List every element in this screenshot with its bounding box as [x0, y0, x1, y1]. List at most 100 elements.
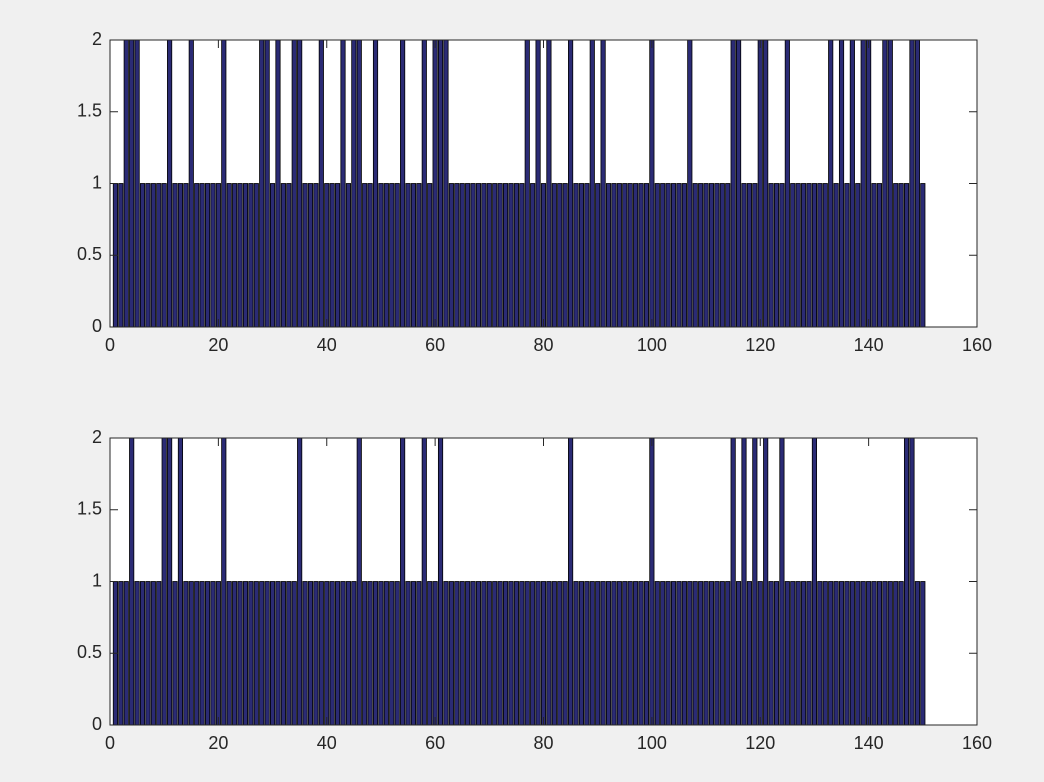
bar — [437, 437, 444, 726]
bar — [215, 183, 221, 328]
bar — [757, 39, 763, 328]
bar — [741, 437, 747, 726]
bar — [280, 183, 286, 328]
bar — [681, 581, 687, 726]
bar — [736, 39, 742, 328]
bar — [335, 183, 341, 328]
bar — [134, 581, 140, 726]
bar — [681, 183, 687, 328]
y-tick-label: 1 — [92, 172, 102, 192]
bar — [345, 581, 351, 726]
bar — [129, 437, 135, 726]
bar — [730, 39, 736, 328]
bar — [383, 581, 389, 726]
bar — [535, 581, 541, 726]
bar — [790, 183, 796, 328]
bar — [828, 581, 834, 726]
y-tick-label: 1.5 — [77, 499, 102, 519]
bar — [329, 183, 335, 328]
bar — [638, 183, 644, 328]
bar — [595, 183, 601, 328]
bar — [351, 581, 357, 726]
bar — [161, 183, 167, 328]
bar — [432, 39, 438, 328]
bar — [876, 183, 883, 328]
bar — [920, 581, 926, 726]
bar — [188, 581, 194, 726]
bar — [427, 581, 433, 726]
bar — [156, 581, 162, 726]
bar — [269, 183, 276, 328]
bar — [643, 581, 650, 726]
bar — [416, 183, 422, 328]
bar — [876, 581, 883, 726]
bar — [866, 581, 872, 726]
bar — [649, 437, 655, 726]
bar — [123, 581, 129, 726]
bar — [584, 183, 590, 328]
bar — [806, 183, 812, 328]
bar — [540, 183, 547, 328]
bar — [773, 581, 780, 726]
x-tick-label: 60 — [425, 733, 445, 753]
x-tick-label: 100 — [637, 733, 667, 753]
bar — [546, 581, 552, 726]
bar — [643, 183, 650, 328]
bar — [903, 437, 910, 726]
bar — [313, 183, 319, 328]
bar — [605, 183, 612, 328]
bar — [898, 581, 904, 726]
bar — [232, 183, 238, 328]
bar — [746, 183, 752, 328]
bar — [649, 39, 655, 328]
bar — [503, 581, 509, 726]
bar — [302, 581, 308, 726]
bar — [736, 581, 742, 726]
y-tick-label: 2 — [92, 29, 102, 49]
bar — [221, 39, 227, 328]
bar — [752, 437, 758, 726]
bar — [540, 581, 547, 726]
bar — [687, 39, 693, 328]
bar — [714, 183, 720, 328]
bar — [194, 581, 200, 726]
bar — [817, 183, 823, 328]
bar — [356, 437, 362, 726]
bar — [811, 437, 818, 726]
x-tick-label: 160 — [962, 335, 992, 355]
bar — [838, 39, 845, 328]
bar — [226, 183, 232, 328]
bar — [389, 581, 395, 726]
bar — [448, 183, 454, 328]
y-tick-label: 1.5 — [77, 101, 102, 121]
bar — [204, 183, 211, 328]
bar — [248, 183, 254, 328]
bar — [513, 581, 519, 726]
bar — [421, 437, 427, 726]
bar — [475, 183, 482, 328]
bar — [275, 39, 281, 328]
bar — [215, 581, 221, 726]
bar — [638, 581, 644, 726]
bar — [914, 581, 920, 726]
bar — [692, 183, 698, 328]
bar — [898, 183, 904, 328]
bar — [920, 183, 926, 328]
bar — [822, 581, 828, 726]
bar — [708, 581, 715, 726]
bar — [687, 581, 693, 726]
bar — [400, 39, 406, 328]
bar — [139, 581, 146, 726]
bar — [210, 183, 216, 328]
bar — [871, 581, 877, 726]
bar — [307, 183, 314, 328]
bar — [622, 581, 628, 726]
bar — [253, 581, 259, 726]
bar — [589, 581, 595, 726]
bar — [670, 183, 677, 328]
bar — [703, 581, 709, 726]
x-tick-label: 20 — [208, 733, 228, 753]
bar — [600, 39, 606, 328]
bar — [443, 39, 449, 328]
